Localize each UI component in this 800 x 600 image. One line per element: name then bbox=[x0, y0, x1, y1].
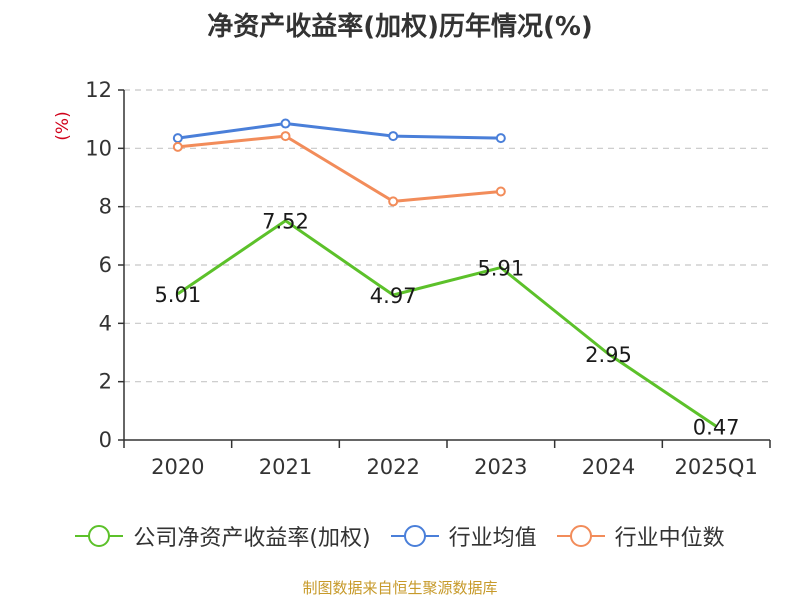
legend-marker-icon bbox=[390, 524, 439, 548]
source-note: 制图数据来自恒生聚源数据库 bbox=[302, 579, 498, 597]
chart-title: 净资产收益率(加权)历年情况(%) bbox=[207, 12, 593, 42]
series-marker-1 bbox=[388, 131, 399, 142]
x-tick-label: 2025Q1 bbox=[674, 455, 757, 479]
x-tick-label: 2020 bbox=[151, 455, 204, 479]
y-tick-label: 8 bbox=[99, 195, 112, 219]
series-marker-1 bbox=[172, 133, 183, 144]
series-marker-2 bbox=[172, 141, 183, 152]
data-label: 7.52 bbox=[262, 210, 309, 234]
legend-item-2[interactable]: 行业中位数 bbox=[556, 520, 725, 552]
legend: 公司净资产收益率(加权) 行业均值 行业中位数 bbox=[0, 520, 800, 552]
series-marker-1 bbox=[280, 118, 291, 129]
data-label: 5.91 bbox=[477, 257, 524, 281]
y-tick-label: 10 bbox=[85, 136, 112, 160]
y-tick-label: 6 bbox=[99, 253, 112, 277]
axes: 0 2 4 6 8 10 12 (%) 2020 2021 2022 2023 2024 2025Q1 bbox=[53, 78, 771, 479]
x-tick-label: 2023 bbox=[474, 455, 527, 479]
legend-marker-icon bbox=[556, 524, 605, 548]
x-tick-label: 2024 bbox=[582, 455, 635, 479]
legend-marker-icon bbox=[75, 524, 124, 548]
data-label: 0.47 bbox=[693, 415, 740, 439]
series-line-0 bbox=[176, 219, 718, 428]
series-marker-1 bbox=[495, 133, 506, 144]
x-tick-label: 2022 bbox=[366, 455, 419, 479]
grid-lines bbox=[124, 89, 770, 383]
series-marker-2 bbox=[495, 186, 506, 197]
y-tick-label: 4 bbox=[99, 311, 112, 335]
series-line-1 bbox=[177, 122, 501, 140]
legend-item-1[interactable]: 行业均值 bbox=[390, 520, 537, 552]
y-axis-label: (%) bbox=[53, 111, 73, 140]
y-tick-label: 12 bbox=[85, 78, 112, 102]
legend-label: 公司净资产收益率(加权) bbox=[133, 526, 371, 551]
series-marker-2 bbox=[388, 196, 399, 207]
legend-item-0[interactable]: 公司净资产收益率(加权) bbox=[75, 520, 371, 552]
data-label: 4.97 bbox=[370, 284, 417, 308]
data-label: 5.01 bbox=[154, 283, 201, 307]
legend-label: 行业均值 bbox=[448, 526, 537, 551]
y-tick-label: 0 bbox=[99, 428, 112, 452]
data-label: 2.95 bbox=[585, 343, 632, 367]
series-line-2 bbox=[177, 134, 501, 203]
y-tick-label: 2 bbox=[99, 370, 112, 394]
x-tick-label: 2021 bbox=[259, 455, 312, 479]
series-lines bbox=[172, 118, 718, 428]
series-marker-2 bbox=[280, 131, 291, 142]
data-labels: 5.01 7.52 4.97 5.91 2.95 0.47 bbox=[154, 210, 739, 440]
legend-label: 行业中位数 bbox=[614, 526, 725, 551]
